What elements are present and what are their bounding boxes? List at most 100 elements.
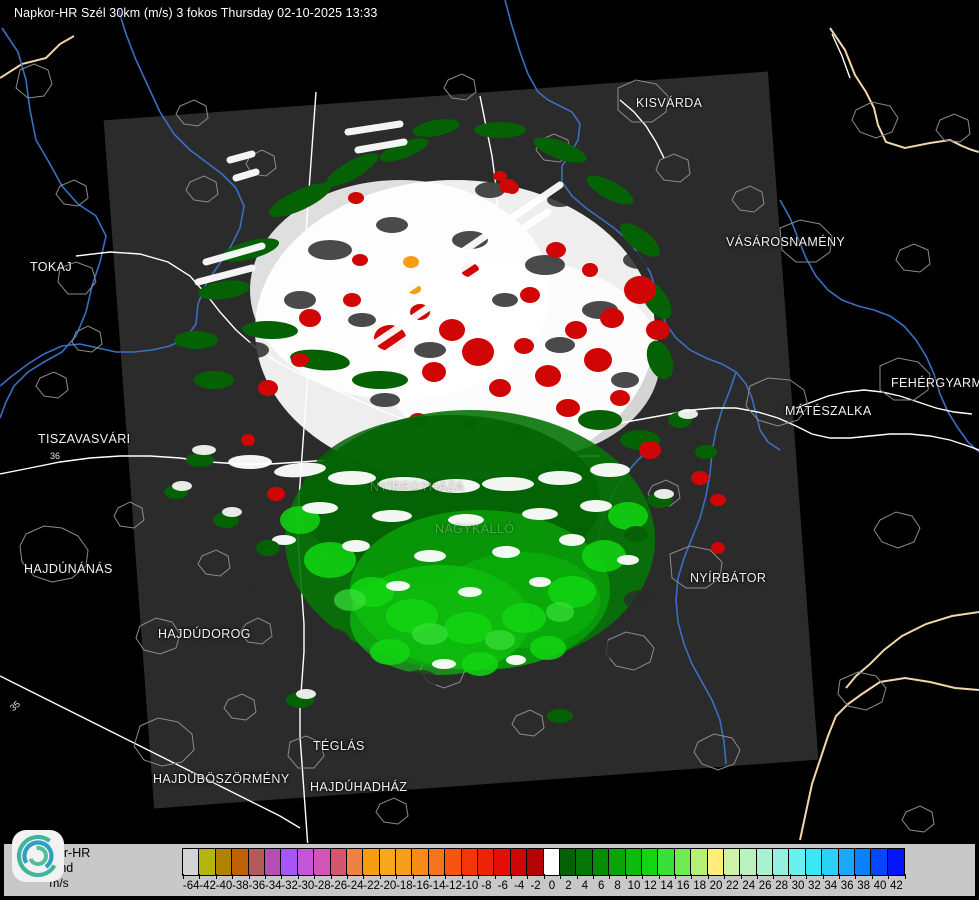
legend-swatch[interactable]	[543, 849, 560, 875]
city-label-hajdudorog: HAJDÚDOROG	[158, 627, 251, 641]
product-title: Napkor-HR Szél 30km (m/s) 3 fokos Thursd…	[14, 6, 378, 20]
legend-tick	[215, 874, 217, 879]
legend-swatch[interactable]	[478, 849, 495, 875]
legend-tick-label: 30	[791, 880, 805, 892]
legend-swatch[interactable]	[396, 849, 413, 875]
legend-tick	[232, 874, 234, 879]
legend-tick-label: 12	[643, 880, 657, 892]
legend-color-strip[interactable]	[182, 848, 906, 876]
legend-tick-labels: -64 -42 -40 -38 -36 -34 -32 -30 -28 -26 -24 -22 -20-…	[182, 874, 906, 896]
legend-tick	[806, 874, 808, 879]
legend-swatch[interactable]	[199, 849, 216, 875]
legend-tick	[543, 874, 545, 879]
legend-swatch[interactable]	[232, 849, 249, 875]
legend-tick-label: -40	[215, 880, 233, 892]
legend-tick-label: -36	[248, 880, 266, 892]
legend-swatch[interactable]	[559, 849, 577, 875]
legend-tick	[773, 874, 775, 879]
legend-tick	[789, 874, 791, 879]
legend-swatch[interactable]	[494, 849, 511, 875]
legend-swatch[interactable]	[248, 849, 265, 875]
legend-tick	[494, 874, 496, 879]
legend-swatch[interactable]	[691, 849, 708, 875]
city-label-teglas: TÉGLÁS	[313, 739, 365, 753]
legend-swatch[interactable]	[527, 849, 544, 875]
legend-swatch[interactable]	[576, 849, 593, 875]
legend-tick-label: -38	[232, 880, 249, 892]
legend-tick-label: 24	[742, 880, 756, 892]
legend-tick	[707, 874, 709, 879]
outbound-lobe	[228, 410, 656, 714]
legend-swatch[interactable]	[363, 849, 380, 875]
legend-swatch[interactable]	[314, 849, 331, 875]
legend-swatch[interactable]	[592, 849, 610, 875]
legend-tick	[888, 874, 890, 879]
legend-swatch[interactable]	[445, 849, 462, 875]
legend-tick-label: -12	[445, 880, 462, 892]
legend-swatch[interactable]	[183, 849, 200, 875]
legend-swatch[interactable]	[789, 849, 806, 875]
legend-tick	[429, 874, 430, 879]
legend-swatch[interactable]	[346, 849, 364, 875]
legend-tick-label: 26	[758, 880, 772, 892]
legend-swatch[interactable]	[264, 849, 282, 875]
legend-swatch[interactable]	[740, 849, 757, 875]
legend-swatch[interactable]	[281, 849, 298, 875]
legend-swatch[interactable]	[330, 849, 347, 875]
legend-swatch[interactable]	[461, 849, 479, 875]
radar-velocity-field	[164, 119, 726, 723]
legend-swatch[interactable]	[822, 849, 839, 875]
legend-tick-label: 10	[627, 880, 641, 892]
legend-tick	[839, 874, 840, 879]
legend-swatch[interactable]	[707, 849, 724, 875]
legend-swatch[interactable]	[609, 849, 626, 875]
legend-tick-label: 32	[807, 880, 821, 892]
legend-swatch[interactable]	[510, 849, 528, 875]
legend-swatch[interactable]	[871, 849, 888, 875]
legend-tick	[904, 874, 906, 879]
legend-swatch[interactable]	[805, 849, 823, 875]
city-label-mateszalka: MÁTÉSZALKA	[785, 404, 872, 418]
legend-tick-label: -10	[461, 880, 479, 892]
city-label-tiszavasvari: TISZAVASVÁRI	[38, 432, 131, 446]
city-label-hajduboszormeny: HAJDÚBÖSZÖRMÉNY	[153, 772, 290, 786]
legend-swatch[interactable]	[855, 849, 872, 875]
legend-swatch[interactable]	[756, 849, 774, 875]
legend-swatch[interactable]	[625, 849, 642, 875]
legend-tick-label: 6	[597, 880, 605, 892]
legend-tick-label: 42	[889, 880, 903, 892]
legend-swatch[interactable]	[887, 849, 905, 875]
legend-swatch[interactable]	[297, 849, 315, 875]
inbound-lobe	[174, 119, 726, 638]
legend-swatch[interactable]	[379, 849, 397, 875]
legend-tick-label: 36	[840, 880, 854, 892]
legend-tick-label: 20	[709, 880, 723, 892]
legend-tick-label: -24	[346, 880, 364, 892]
legend-swatch[interactable]	[641, 849, 659, 875]
legend-swatch[interactable]	[658, 849, 675, 875]
legend-tick	[281, 874, 283, 879]
legend-tick-label: -8	[481, 880, 492, 892]
legend-tick	[363, 874, 365, 879]
legend-tick	[871, 874, 873, 879]
legend-tick	[445, 874, 447, 879]
legend-tick	[461, 874, 463, 879]
city-label-vasarosnameny: VÁSÁROSNAMÉNY	[726, 235, 846, 249]
legend-swatch[interactable]	[215, 849, 233, 875]
legend-tick-label: -34	[264, 880, 282, 892]
legend-tick	[691, 874, 693, 879]
legend-swatch[interactable]	[838, 849, 856, 875]
legend-tick-label: -4	[514, 880, 525, 892]
legend-swatch[interactable]	[723, 849, 741, 875]
legend-swatch[interactable]	[412, 849, 429, 875]
met-service-logo[interactable]	[12, 830, 64, 882]
legend-tick-label: -22	[363, 880, 380, 892]
legend-swatch[interactable]	[428, 849, 446, 875]
legend-tick	[379, 874, 381, 879]
legend-tick	[625, 874, 627, 879]
legend-tick-label: -64	[182, 880, 200, 892]
legend-swatch[interactable]	[674, 849, 692, 875]
legend-swatch[interactable]	[773, 849, 790, 875]
legend-tick-label: 16	[676, 880, 690, 892]
